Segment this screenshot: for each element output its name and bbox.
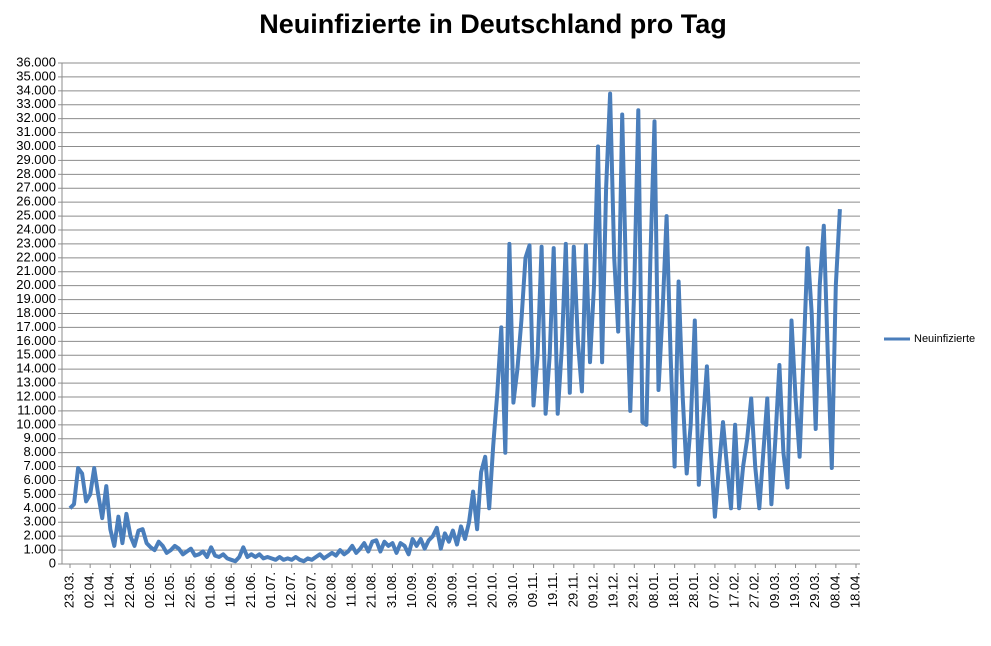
line-series bbox=[68, 91, 842, 564]
x-tick-label: 22.04. bbox=[122, 572, 137, 608]
y-tick-label: 25.000 bbox=[16, 208, 56, 223]
y-tick-label: 6.000 bbox=[23, 472, 56, 487]
x-tick-label: 07.02. bbox=[706, 572, 721, 608]
y-tick-label: 24.000 bbox=[16, 221, 56, 236]
y-tick-label: 22.000 bbox=[16, 249, 56, 264]
y-tick-label: 32.000 bbox=[16, 110, 56, 125]
y-tick-label: 4.000 bbox=[23, 500, 56, 515]
y-tick-label: 5.000 bbox=[23, 486, 56, 501]
y-tick-label: 0 bbox=[49, 555, 56, 570]
y-tick-label: 29.000 bbox=[16, 152, 56, 167]
y-tick-label: 30.000 bbox=[16, 138, 56, 153]
x-tick-label: 18.04. bbox=[847, 572, 862, 608]
y-tick-label: 35.000 bbox=[16, 68, 56, 83]
y-tick-label: 2.000 bbox=[23, 528, 56, 543]
x-tick-label: 19.11. bbox=[545, 572, 560, 607]
x-tick-label: 08.01. bbox=[646, 572, 661, 608]
x-tick-label: 27.02. bbox=[747, 572, 762, 608]
x-tick-label: 21.06. bbox=[243, 572, 258, 608]
x-tick-label: 19.03. bbox=[787, 572, 802, 608]
x-tick-label: 02.04. bbox=[82, 572, 97, 608]
x-tick-label: 18.01. bbox=[666, 572, 681, 608]
x-tick-label: 29.11. bbox=[565, 572, 580, 607]
x-tick-label: 19.12. bbox=[606, 572, 621, 608]
y-tick-label: 23.000 bbox=[16, 235, 56, 250]
x-tick-label: 12.04. bbox=[102, 572, 117, 608]
x-tick-label: 10.10. bbox=[465, 572, 480, 608]
x-tick-label: 09.11. bbox=[525, 572, 540, 607]
x-tick-label: 30.09. bbox=[444, 572, 459, 608]
x-tick-label: 22.05. bbox=[182, 572, 197, 608]
y-tick-label: 27.000 bbox=[16, 180, 56, 195]
y-tick-label: 9.000 bbox=[23, 430, 56, 445]
x-tick-label: 29.03. bbox=[807, 572, 822, 608]
x-tick-label: 11.08. bbox=[344, 572, 359, 607]
x-tick-label: 10.09. bbox=[404, 572, 419, 608]
y-tick-label: 33.000 bbox=[16, 96, 56, 111]
x-tick-label: 12.07. bbox=[283, 572, 298, 608]
x-tick-label: 23.03. bbox=[61, 572, 76, 608]
x-tick-label: 22.07. bbox=[303, 572, 318, 608]
x-tick-label: 28.01. bbox=[686, 572, 701, 608]
x-tick-label: 01.06. bbox=[203, 572, 218, 608]
y-tick-label: 16.000 bbox=[16, 333, 56, 348]
y-tick-label: 12.000 bbox=[16, 388, 56, 403]
x-tick-label: 11.06. bbox=[223, 572, 238, 607]
y-tick-label: 3.000 bbox=[23, 514, 56, 529]
y-tick-label: 7.000 bbox=[23, 458, 56, 473]
y-tick-label: 34.000 bbox=[16, 82, 56, 97]
y-tick-label: 36.000 bbox=[16, 54, 56, 69]
y-tick-label: 10.000 bbox=[16, 416, 56, 431]
y-tick-label: 11.000 bbox=[17, 402, 56, 417]
x-tick-label: 12.05. bbox=[162, 572, 177, 608]
y-tick-label: 1.000 bbox=[23, 542, 56, 557]
y-tick-label: 8.000 bbox=[23, 444, 56, 459]
y-tick-label: 26.000 bbox=[16, 194, 56, 209]
x-tick-label: 20.10. bbox=[485, 572, 500, 608]
x-tick-label: 02.08. bbox=[323, 572, 338, 608]
x-tick-label: 17.02. bbox=[727, 572, 742, 608]
x-tick-label: 09.03. bbox=[767, 572, 782, 608]
y-tick-label: 31.000 bbox=[16, 124, 56, 139]
x-tick-label: 09.12. bbox=[585, 572, 600, 608]
y-tick-label: 15.000 bbox=[16, 347, 56, 362]
x-tick-label: 30.10. bbox=[505, 572, 520, 608]
y-tick-label: 13.000 bbox=[16, 375, 56, 390]
y-tick-label: 18.000 bbox=[16, 305, 56, 320]
x-tick-label: 01.07. bbox=[263, 572, 278, 608]
x-tick-label: 21.08. bbox=[364, 572, 379, 608]
x-tick-label: 02.05. bbox=[142, 572, 157, 608]
x-tick-label: 08.04. bbox=[827, 572, 842, 608]
x-tick-label: 31.08. bbox=[384, 572, 399, 608]
y-tick-label: 20.000 bbox=[16, 277, 56, 292]
y-tick-label: 21.000 bbox=[16, 263, 56, 278]
y-tick-label: 14.000 bbox=[16, 361, 56, 376]
y-tick-label: 19.000 bbox=[16, 291, 56, 306]
y-tick-label: 28.000 bbox=[16, 166, 56, 181]
legend-label: Neuinfizierte bbox=[914, 333, 975, 345]
chart-title: Neuinfizierte in Deutschland pro Tag bbox=[259, 9, 727, 39]
x-tick-label: 29.12. bbox=[626, 572, 641, 608]
y-tick-label: 17.000 bbox=[16, 319, 56, 334]
x-tick-label: 20.09. bbox=[424, 572, 439, 608]
